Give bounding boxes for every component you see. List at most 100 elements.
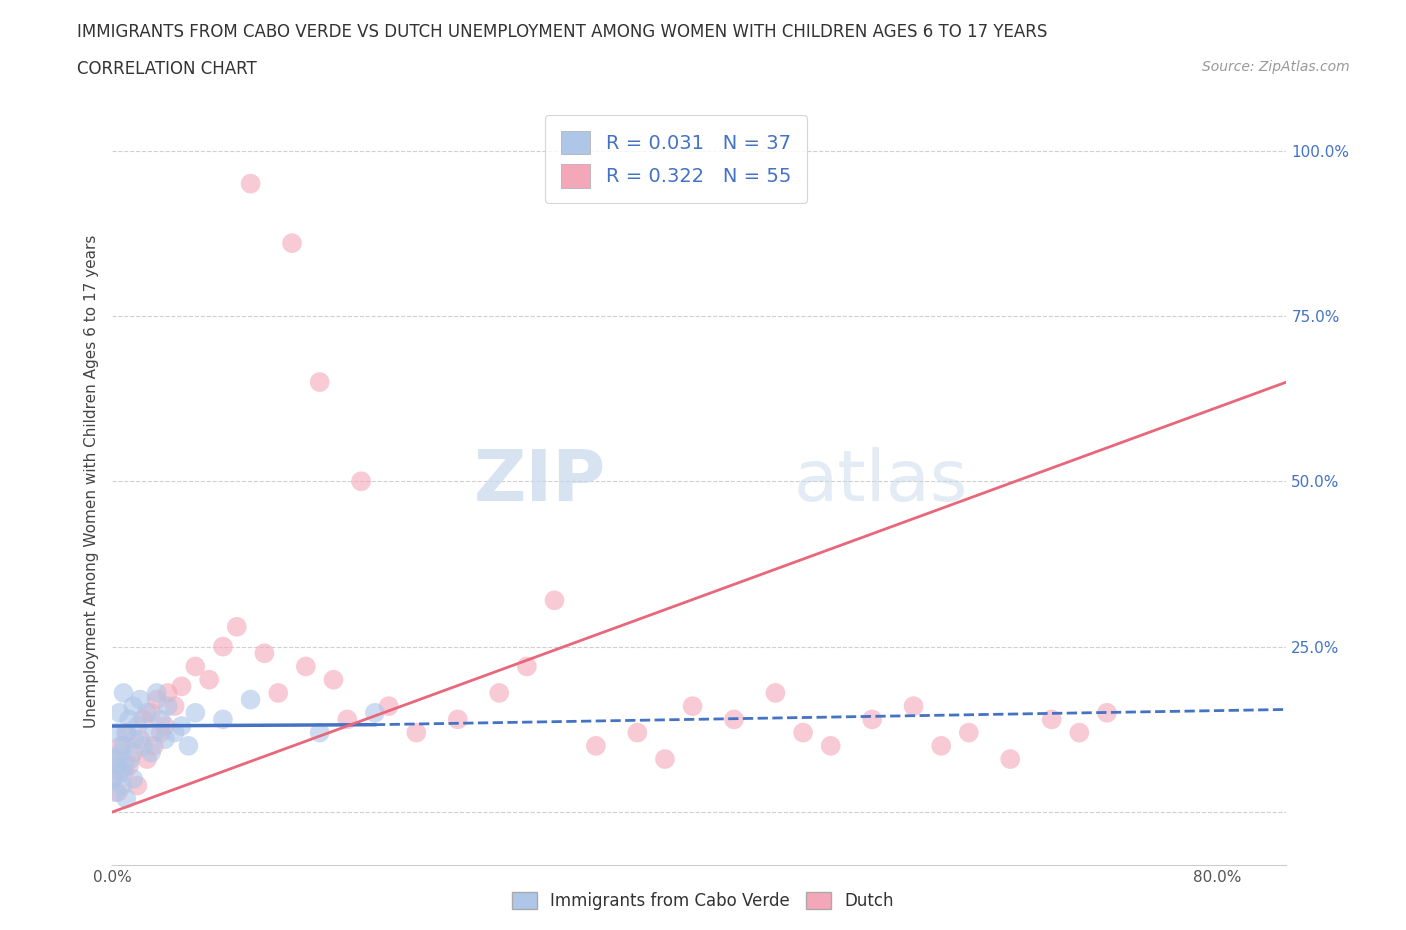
Point (156, 698, 179, 713)
Point (114, 758, 136, 773)
Point (308, 725, 330, 740)
Point (132, 712, 155, 727)
Point (101, 751, 124, 766)
Point (1000, 751, 1022, 766)
Point (149, 712, 172, 727)
Point (145, 685, 167, 700)
Point (111, 778, 134, 793)
Point (239, 692, 262, 707)
Point (336, 712, 359, 727)
Point (377, 698, 399, 713)
Legend: R = 0.031   N = 37, R = 0.322   N = 55: R = 0.031 N = 37, R = 0.322 N = 55 (546, 115, 807, 204)
Point (765, 685, 787, 700)
Point (118, 758, 141, 773)
Point (122, 745, 145, 760)
Point (308, 375, 330, 390)
Point (115, 725, 138, 740)
Point (104, 751, 127, 766)
Point (1040, 712, 1063, 727)
Point (153, 719, 176, 734)
Point (112, 738, 135, 753)
Point (163, 698, 186, 713)
Point (110, 738, 132, 753)
Point (253, 645, 276, 660)
Point (792, 725, 814, 740)
Point (141, 705, 163, 720)
Point (1069, 725, 1091, 740)
Point (129, 732, 152, 747)
Y-axis label: Unemployment Among Women with Children Ages 6 to 17 years: Unemployment Among Women with Children A… (83, 234, 98, 728)
Point (107, 758, 129, 773)
Point (108, 764, 131, 779)
Point (136, 705, 159, 720)
Point (104, 785, 127, 800)
Point (118, 712, 141, 727)
Point (364, 705, 387, 720)
Point (110, 745, 132, 760)
Point (543, 593, 565, 608)
Point (141, 745, 163, 760)
Point (405, 725, 427, 740)
Point (149, 725, 172, 740)
Point (225, 619, 247, 634)
Point (107, 785, 129, 800)
Point (153, 732, 176, 747)
Point (198, 672, 221, 687)
Point (115, 791, 138, 806)
Point (184, 705, 207, 720)
Point (626, 725, 648, 740)
Text: IMMIGRANTS FROM CABO VERDE VS DUTCH UNEMPLOYMENT AMONG WOMEN WITH CHILDREN AGES : IMMIGRANTS FROM CABO VERDE VS DUTCH UNEM… (77, 23, 1047, 41)
Point (184, 659, 207, 674)
Point (156, 685, 179, 700)
Point (322, 672, 344, 687)
Point (654, 751, 676, 766)
Text: atlas: atlas (793, 446, 967, 516)
Point (145, 692, 167, 707)
Point (723, 712, 745, 727)
Point (136, 751, 159, 766)
Point (516, 659, 538, 674)
Point (127, 778, 149, 793)
Point (212, 712, 235, 727)
Point (124, 732, 146, 747)
Point (860, 712, 883, 727)
Point (132, 738, 155, 753)
Point (488, 685, 510, 700)
Point (212, 639, 235, 654)
Point (142, 725, 165, 740)
Point (177, 738, 200, 753)
Legend: Immigrants from Cabo Verde, Dutch: Immigrants from Cabo Verde, Dutch (505, 885, 901, 917)
Point (295, 659, 318, 674)
Point (1095, 705, 1118, 720)
Point (103, 772, 125, 787)
Point (267, 685, 290, 700)
Point (281, 235, 304, 250)
Point (105, 725, 128, 740)
Point (142, 738, 165, 753)
Point (239, 176, 262, 191)
Point (120, 751, 142, 766)
Point (163, 725, 186, 740)
Point (122, 698, 145, 713)
Point (108, 705, 131, 720)
Text: ZIP: ZIP (474, 446, 606, 516)
Point (447, 712, 470, 727)
Point (122, 772, 145, 787)
Point (170, 679, 193, 694)
Point (929, 738, 952, 753)
Point (957, 725, 980, 740)
Point (903, 698, 925, 713)
Point (115, 725, 138, 740)
Point (170, 719, 193, 734)
Point (127, 719, 149, 734)
Point (112, 685, 135, 700)
Point (820, 738, 842, 753)
Text: Source: ZipAtlas.com: Source: ZipAtlas.com (1202, 60, 1350, 74)
Point (350, 474, 373, 489)
Point (129, 692, 152, 707)
Point (682, 698, 704, 713)
Point (585, 738, 607, 753)
Text: CORRELATION CHART: CORRELATION CHART (77, 60, 257, 78)
Point (101, 772, 124, 787)
Point (112, 764, 135, 779)
